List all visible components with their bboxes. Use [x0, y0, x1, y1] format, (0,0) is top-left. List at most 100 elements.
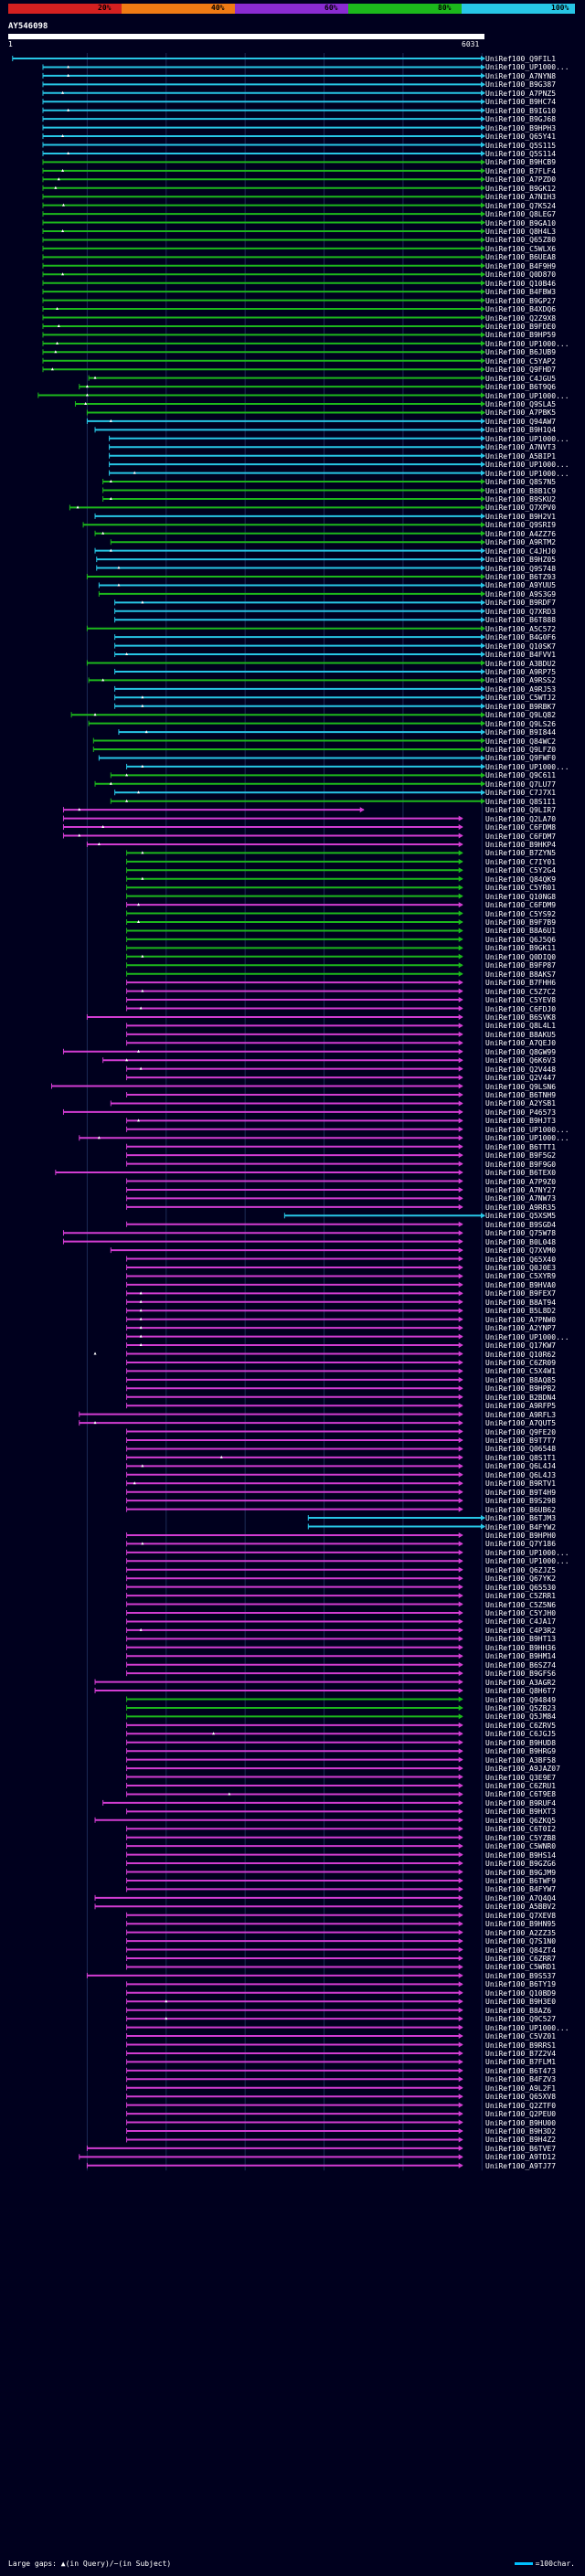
hit-label[interactable]: UniRef100_Q9SRI9 — [485, 521, 557, 530]
hit-label[interactable]: UniRef100_A9TD12 — [485, 2153, 557, 2162]
hit-label[interactable]: UniRef100_UP1000... — [485, 461, 569, 470]
hit-label[interactable]: UniRef100_B6SVK8 — [485, 1012, 557, 1022]
hit-label[interactable]: UniRef100_A9RFL3 — [485, 1410, 557, 1419]
hit-label[interactable]: UniRef100_B9HT13 — [485, 1635, 557, 1644]
hit-label[interactable]: UniRef100_UP1000... — [485, 1332, 569, 1341]
hit-label[interactable]: UniRef100_C5WLX6 — [485, 244, 557, 253]
hit-label[interactable]: UniRef100_UP1000... — [485, 1557, 569, 1566]
hit-label[interactable]: UniRef100_B9F7B9 — [485, 918, 557, 927]
hit-label[interactable]: UniRef100_B6T473 — [485, 2066, 557, 2075]
hit-label[interactable]: UniRef100_Q2ZTF0 — [485, 2101, 557, 2110]
hit-label[interactable]: UniRef100_Q65Z80 — [485, 236, 557, 245]
hit-label[interactable]: UniRef100_C7J7X1 — [485, 789, 557, 798]
hit-label[interactable]: UniRef100_B2BDN4 — [485, 1393, 557, 1402]
hit-label[interactable]: UniRef100_B9F5G2 — [485, 1151, 557, 1161]
hit-label[interactable]: UniRef100_Q6ZKQ5 — [485, 1816, 557, 1825]
hit-label[interactable]: UniRef100_B8AKS7 — [485, 970, 557, 979]
hit-label[interactable]: UniRef100_Q6J5Q6 — [485, 935, 557, 944]
hit-label[interactable]: UniRef100_A9JAZ07 — [485, 1765, 560, 1774]
hit-label[interactable]: UniRef100_B6UB62 — [485, 1505, 557, 1514]
hit-label[interactable]: UniRef100_B8A6U1 — [485, 927, 557, 936]
hit-label[interactable]: UniRef100_Q17KW7 — [485, 1341, 557, 1351]
hit-label[interactable]: UniRef100_B9IG10 — [485, 106, 557, 115]
hit-label[interactable]: UniRef100_Q5S114 — [485, 149, 557, 158]
hit-label[interactable]: UniRef100_B9RDF7 — [485, 599, 557, 608]
hit-label[interactable]: UniRef100_P46573 — [485, 1108, 557, 1117]
hit-label[interactable]: UniRef100_Q9S748 — [485, 564, 557, 573]
hit-label[interactable]: UniRef100_UP1000... — [485, 1134, 569, 1143]
hit-label[interactable]: UniRef100_B9GZG6 — [485, 1860, 557, 1869]
hit-label[interactable]: UniRef100_Q9FHD7 — [485, 366, 557, 375]
hit-label[interactable]: UniRef100_A7QEJ0 — [485, 1039, 557, 1048]
hit-label[interactable]: UniRef100_Q5XSM5 — [485, 1212, 557, 1221]
hit-label[interactable]: UniRef100_C7IY01 — [485, 857, 557, 866]
hit-label[interactable]: UniRef100_Q7XRD3 — [485, 607, 557, 616]
hit-label[interactable]: UniRef100_B9S298 — [485, 1497, 557, 1506]
hit-label[interactable]: UniRef100_Q9SLA5 — [485, 400, 557, 408]
hit-label[interactable]: UniRef100_Q94849 — [485, 1695, 557, 1704]
hit-label[interactable]: UniRef100_B7FLF4 — [485, 166, 557, 175]
hit-label[interactable]: UniRef100_C6T0I2 — [485, 1825, 557, 1834]
hit-label[interactable]: UniRef100_A7NIH3 — [485, 193, 557, 202]
hit-label[interactable]: UniRef100_Q6L4J4 — [485, 1462, 557, 1471]
hit-label[interactable]: UniRef100_C6ZRU1 — [485, 1782, 557, 1790]
hit-label[interactable]: UniRef100_B9H3D2 — [485, 2127, 557, 2136]
hit-label[interactable]: UniRef100_B9H4Z2 — [485, 2136, 557, 2145]
hit-label[interactable]: UniRef100_Q10NG8 — [485, 892, 557, 901]
hit-label[interactable]: UniRef100_B6TWF9 — [485, 1876, 557, 1885]
hit-label[interactable]: UniRef100_C4P3R2 — [485, 1626, 557, 1635]
hit-label[interactable]: UniRef100_A5BBV2 — [485, 1903, 557, 1912]
hit-label[interactable]: UniRef100_B8B1C9 — [485, 486, 557, 495]
hit-label[interactable]: UniRef100_Q9C611 — [485, 771, 557, 780]
hit-label[interactable]: UniRef100_Q3E9E7 — [485, 1773, 557, 1782]
hit-label[interactable]: UniRef100_Q8L4L1 — [485, 1022, 557, 1031]
hit-label[interactable]: UniRef100_Q2V447 — [485, 1074, 557, 1083]
hit-label[interactable]: UniRef100_UP1000... — [485, 339, 569, 348]
hit-label[interactable]: UniRef100_C5WRD1 — [485, 1963, 557, 1972]
hit-label[interactable]: UniRef100_UP1000... — [485, 434, 569, 443]
hit-label[interactable]: UniRef100_Q7K524 — [485, 201, 557, 210]
hit-label[interactable]: UniRef100_B4FBW3 — [485, 288, 557, 297]
hit-label[interactable]: UniRef100_C5WNR0 — [485, 1842, 557, 1851]
hit-label[interactable]: UniRef100_B9FDE0 — [485, 322, 557, 331]
hit-label[interactable]: UniRef100_Q67YK2 — [485, 1574, 557, 1584]
hit-label[interactable]: UniRef100_Q7Y186 — [485, 1540, 557, 1549]
hit-label[interactable]: UniRef100_Q9LFZ0 — [485, 746, 557, 754]
hit-label[interactable]: UniRef100_Q5S115 — [485, 141, 557, 150]
hit-label[interactable]: UniRef100_B9HC74 — [485, 98, 557, 107]
hit-label[interactable]: UniRef100_B7FLM1 — [485, 2058, 557, 2067]
hit-label[interactable]: UniRef100_C5ZRR1 — [485, 1592, 557, 1601]
hit-label[interactable]: UniRef100_Q65530 — [485, 1583, 557, 1592]
hit-label[interactable]: UniRef100_B9T7T7 — [485, 1436, 557, 1445]
hit-label[interactable]: UniRef100_A7PNW0 — [485, 1315, 557, 1324]
hit-label[interactable]: UniRef100_B9GJ68 — [485, 115, 557, 124]
hit-label[interactable]: UniRef100_C5XYR9 — [485, 1272, 557, 1281]
hit-label[interactable]: UniRef100_B9I844 — [485, 728, 557, 737]
hit-label[interactable]: UniRef100_UP1000... — [485, 63, 569, 72]
hit-label[interactable]: UniRef100_A7QUT5 — [485, 1419, 557, 1428]
hit-label[interactable]: UniRef100_B8AZ6 — [485, 2006, 552, 2015]
hit-label[interactable]: UniRef100_B4F9H9 — [485, 261, 557, 270]
hit-label[interactable]: UniRef100_B9HCB9 — [485, 158, 557, 167]
hit-label[interactable]: UniRef100_Q0D870 — [485, 270, 557, 280]
hit-label[interactable]: UniRef100_C6ZRV5 — [485, 1721, 557, 1730]
hit-label[interactable]: UniRef100_A5C572 — [485, 624, 557, 633]
hit-label[interactable]: UniRef100_Q0J0E3 — [485, 1264, 557, 1272]
hit-label[interactable]: UniRef100_B9HXT3 — [485, 1807, 557, 1817]
hit-label[interactable]: UniRef100_B9H1Q4 — [485, 426, 557, 435]
hit-label[interactable]: UniRef100_A9TJ77 — [485, 2161, 557, 2170]
hit-label[interactable]: UniRef100_B9GJM9 — [485, 1868, 557, 1877]
hit-label[interactable]: UniRef100_B9SGD4 — [485, 1220, 557, 1229]
hit-label[interactable]: UniRef100_B9HPH0 — [485, 1531, 557, 1540]
hit-label[interactable]: UniRef100_B9HZ05 — [485, 556, 557, 565]
hit-label[interactable]: UniRef100_A9RFP5 — [485, 1402, 557, 1411]
hit-label[interactable]: UniRef100_B9HP59 — [485, 331, 557, 340]
hit-label[interactable]: UniRef100_Q9LQ82 — [485, 711, 557, 720]
hit-label[interactable]: UniRef100_Q94AW7 — [485, 417, 557, 426]
hit-label[interactable]: UniRef100_Q9C527 — [485, 2015, 557, 2024]
hit-label[interactable]: UniRef100_Q7LU77 — [485, 779, 557, 789]
hit-label[interactable]: UniRef100_B7Z2V4 — [485, 2049, 557, 2058]
hit-label[interactable]: UniRef100_Q6L4J3 — [485, 1470, 557, 1479]
hit-label[interactable]: UniRef100_Q84ZT4 — [485, 1945, 557, 1955]
hit-label[interactable]: UniRef100_B6TVE7 — [485, 2144, 557, 2153]
